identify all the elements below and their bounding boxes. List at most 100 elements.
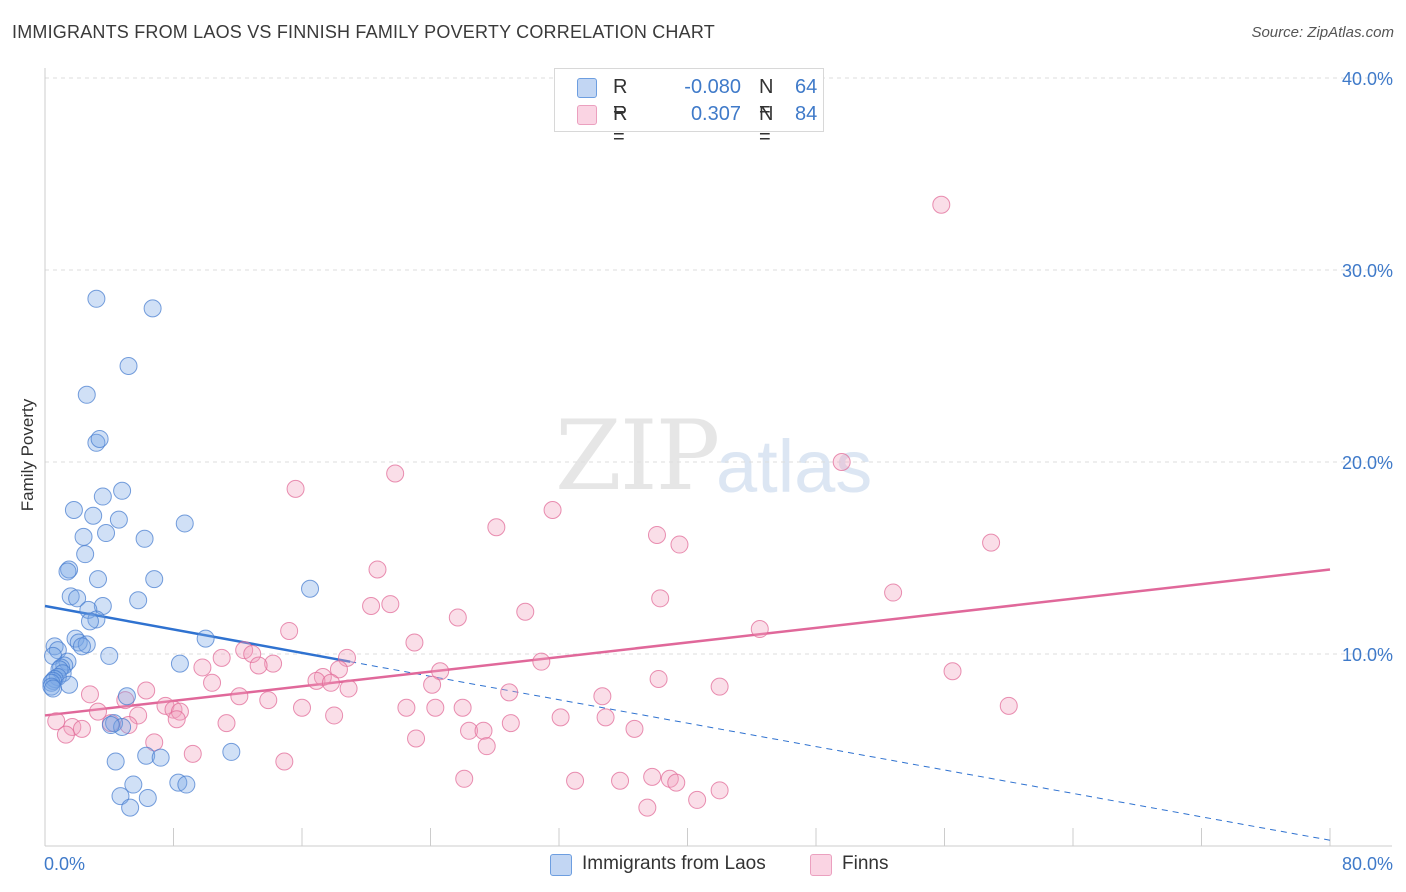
point-finns-35 — [423, 675, 442, 694]
point-laos-52 — [113, 717, 132, 736]
point-finns-7 — [670, 535, 689, 554]
y-tick-label-2: 30.0% — [1342, 261, 1393, 281]
point-laos-36 — [100, 646, 119, 665]
y-tick-label-3: 40.0% — [1342, 69, 1393, 89]
point-laos-19 — [89, 570, 108, 589]
point-finns-0 — [932, 195, 951, 214]
point-finns-3 — [286, 479, 305, 498]
legend-n-label: N = — [759, 103, 774, 148]
point-finns-48 — [426, 698, 445, 717]
point-finns-6 — [647, 525, 666, 544]
point-finns-34 — [203, 673, 222, 692]
point-finns-76 — [566, 771, 585, 790]
point-finns-41 — [230, 687, 249, 706]
point-finns-46 — [293, 698, 311, 717]
point-laos-54 — [222, 742, 241, 761]
point-laos-60 — [124, 775, 143, 794]
point-laos-26 — [87, 610, 106, 629]
legend-n-value: 84 — [795, 103, 818, 125]
point-laos-47 — [60, 675, 79, 694]
point-finns-56 — [167, 710, 186, 729]
point-finns-28 — [431, 662, 450, 681]
point-laos-59 — [177, 775, 196, 794]
point-laos-15 — [76, 545, 95, 564]
legend-r-value: 0.307 — [690, 103, 741, 125]
point-finns-9 — [368, 560, 387, 579]
point-laos-27 — [80, 612, 99, 631]
point-finns-59 — [47, 712, 66, 731]
point-laos-6 — [113, 481, 132, 500]
point-finns-31 — [307, 671, 326, 690]
legend-r-value: -0.080 — [684, 76, 741, 98]
gridlines — [45, 77, 1392, 655]
point-finns-8 — [982, 533, 1001, 552]
point-finns-11 — [651, 589, 670, 608]
bottom-legend-swatch-pink — [810, 854, 832, 876]
y-tick-label-0: 10.0% — [1342, 645, 1393, 665]
legend-n-label: N = — [759, 76, 774, 121]
point-finns-78 — [643, 767, 662, 786]
point-finns-1 — [832, 453, 851, 471]
y-tick-label-1: 20.0% — [1342, 453, 1393, 473]
axes — [44, 68, 1392, 847]
legend-swatch-blue — [577, 78, 597, 98]
point-finns-57 — [551, 708, 570, 727]
point-finns-77 — [611, 771, 630, 790]
legend-n-value: 64 — [795, 76, 818, 98]
point-laos-32 — [72, 637, 91, 656]
point-finns-39 — [80, 685, 99, 704]
point-finns-80 — [710, 781, 729, 800]
bottom-legend-label-laos: Immigrants from Laos — [582, 853, 766, 874]
point-finns-18 — [405, 633, 424, 652]
point-laos-37 — [170, 654, 189, 673]
point-laos-10 — [84, 506, 103, 525]
point-finns-14 — [516, 602, 535, 621]
point-laos-13 — [74, 527, 93, 546]
point-laos-17 — [58, 562, 77, 581]
point-finns-50 — [999, 696, 1018, 715]
point-laos-55 — [137, 746, 156, 765]
point-finns-65 — [72, 719, 91, 738]
point-finns-49 — [453, 698, 472, 717]
point-laos-3 — [77, 385, 96, 404]
point-laos-49 — [44, 679, 63, 698]
point-laos-7 — [93, 487, 112, 506]
point-finns-42 — [593, 687, 612, 706]
data-points — [42, 195, 1018, 817]
point-laos-20 — [301, 579, 320, 598]
point-finns-33 — [321, 673, 340, 692]
point-laos-9 — [109, 510, 128, 529]
point-finns-83 — [638, 798, 657, 817]
point-finns-40 — [500, 683, 519, 702]
point-finns-12 — [362, 597, 381, 615]
point-finns-73 — [183, 744, 202, 763]
point-finns-67 — [460, 721, 479, 740]
bottom-legend-label-finns: Finns — [842, 853, 889, 874]
point-finns-16 — [750, 620, 769, 639]
point-finns-4 — [543, 501, 562, 519]
point-finns-2 — [386, 464, 405, 483]
point-laos-5 — [90, 429, 109, 448]
point-finns-55 — [129, 706, 148, 725]
y-axis-label: Family Poverty — [18, 398, 37, 512]
point-laos-2 — [119, 357, 138, 375]
point-laos-28 — [196, 629, 215, 648]
point-finns-66 — [625, 719, 644, 738]
point-finns-36 — [710, 677, 729, 696]
point-laos-18 — [145, 570, 164, 589]
legend-r-label: R = — [613, 103, 628, 148]
point-finns-22 — [212, 648, 231, 667]
point-finns-71 — [407, 729, 426, 748]
point-finns-43 — [259, 691, 278, 710]
point-laos-22 — [68, 589, 87, 608]
point-finns-47 — [397, 698, 416, 717]
point-laos-0 — [87, 289, 106, 308]
point-finns-24 — [264, 654, 283, 673]
point-laos-1 — [143, 299, 162, 318]
point-finns-63 — [119, 716, 138, 735]
point-finns-82 — [667, 773, 686, 792]
legend-swatch-pink — [577, 105, 597, 125]
point-finns-32 — [649, 669, 668, 688]
point-finns-68 — [474, 721, 493, 740]
